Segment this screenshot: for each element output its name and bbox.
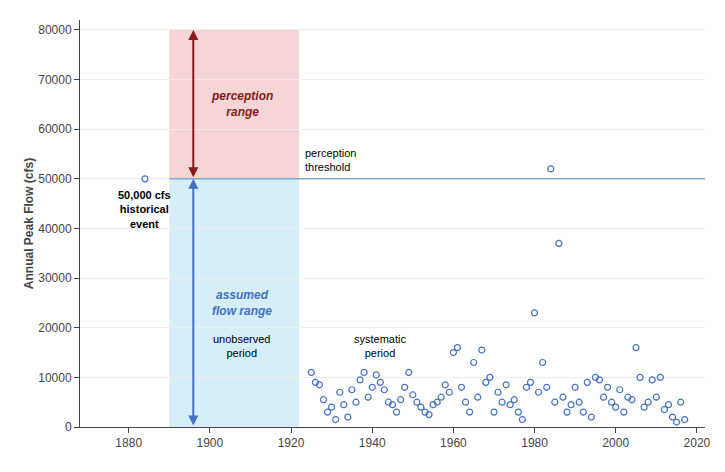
svg-text:20000: 20000 (38, 321, 72, 335)
svg-text:2020: 2020 (684, 436, 711, 450)
svg-text:10000: 10000 (38, 371, 72, 385)
svg-text:systematicperiod: systematicperiod (354, 333, 406, 359)
svg-text:70000: 70000 (38, 73, 72, 87)
svg-text:perceptionthreshold: perceptionthreshold (305, 147, 356, 173)
svg-text:1900: 1900 (197, 436, 224, 450)
svg-text:1920: 1920 (278, 436, 305, 450)
svg-text:Annual Peak Flow (cfs): Annual Peak Flow (cfs) (22, 158, 36, 289)
svg-text:0: 0 (65, 420, 72, 434)
svg-text:30000: 30000 (38, 271, 72, 285)
svg-text:80000: 80000 (38, 23, 72, 37)
svg-text:60000: 60000 (38, 122, 72, 136)
svg-text:perceptionrange: perceptionrange (211, 89, 273, 119)
svg-text:assumedflow range: assumedflow range (212, 288, 272, 318)
svg-text:1980: 1980 (521, 436, 548, 450)
svg-text:1960: 1960 (440, 436, 467, 450)
svg-text:1880: 1880 (115, 436, 142, 450)
svg-text:50000: 50000 (38, 172, 72, 186)
svg-text:1940: 1940 (359, 436, 386, 450)
svg-text:unobservedperiod: unobservedperiod (213, 333, 271, 359)
svg-text:2000: 2000 (602, 436, 629, 450)
svg-text:40000: 40000 (38, 222, 72, 236)
svg-text:50,000 cfshistoricalevent: 50,000 cfshistoricalevent (118, 189, 171, 230)
